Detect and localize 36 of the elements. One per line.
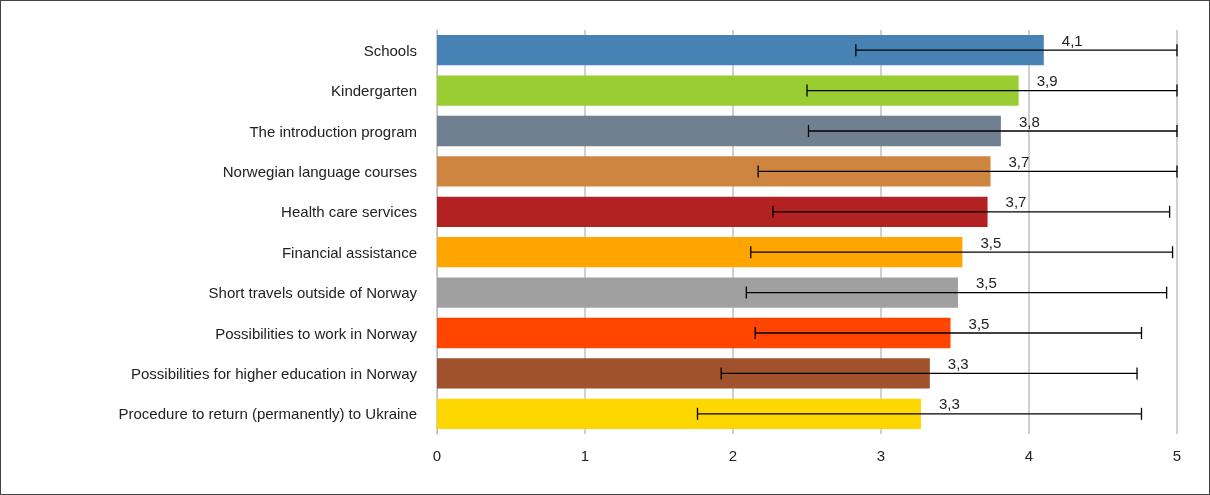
data-label: 3,3 bbox=[938, 395, 960, 413]
data-label: 4,1 bbox=[1061, 31, 1083, 49]
data-label: 3,5 bbox=[975, 274, 997, 292]
data-label: 3,7 bbox=[1008, 152, 1030, 170]
bar bbox=[437, 237, 963, 268]
bar bbox=[437, 277, 958, 308]
x-tick-label: 4 bbox=[1024, 447, 1034, 464]
data-label: 3,9 bbox=[1036, 72, 1058, 90]
y-tick-label: Possibilities for higher education in Norway bbox=[131, 364, 418, 382]
y-tick-label: Norwegian language courses bbox=[222, 162, 417, 180]
data-label: 3,5 bbox=[980, 233, 1002, 251]
data-label: 3,5 bbox=[968, 314, 990, 332]
bar bbox=[437, 196, 988, 227]
y-tick-label: Kindergarten bbox=[331, 82, 417, 100]
data-label: 3,8 bbox=[1018, 112, 1040, 130]
bar bbox=[437, 115, 1001, 147]
y-tick-label: The introduction program bbox=[249, 122, 417, 140]
bar bbox=[437, 398, 921, 429]
bar bbox=[437, 156, 991, 187]
x-tick-label: 3 bbox=[876, 447, 886, 464]
bar bbox=[437, 317, 951, 349]
bar bbox=[437, 75, 1019, 106]
bar bbox=[437, 358, 930, 389]
x-tick-label: 1 bbox=[580, 447, 590, 464]
y-tick-label: Financial assistance bbox=[281, 243, 417, 261]
x-tick-label: 5 bbox=[1172, 447, 1182, 464]
bar bbox=[437, 35, 1044, 66]
data-label: 3,3 bbox=[947, 354, 969, 372]
data-label: 3,7 bbox=[1005, 193, 1027, 211]
x-tick-label: 2 bbox=[728, 447, 738, 464]
y-tick-label: Procedure to return (permanently) to Ukraine bbox=[118, 405, 417, 423]
y-tick-label: Health care services bbox=[281, 203, 417, 221]
y-tick-label: Possibilities to work in Norway bbox=[215, 324, 418, 342]
y-tick-label: Short travels outside of Norway bbox=[208, 284, 418, 302]
x-tick-label: 0 bbox=[432, 447, 442, 464]
y-tick-label: Schools bbox=[363, 41, 417, 59]
